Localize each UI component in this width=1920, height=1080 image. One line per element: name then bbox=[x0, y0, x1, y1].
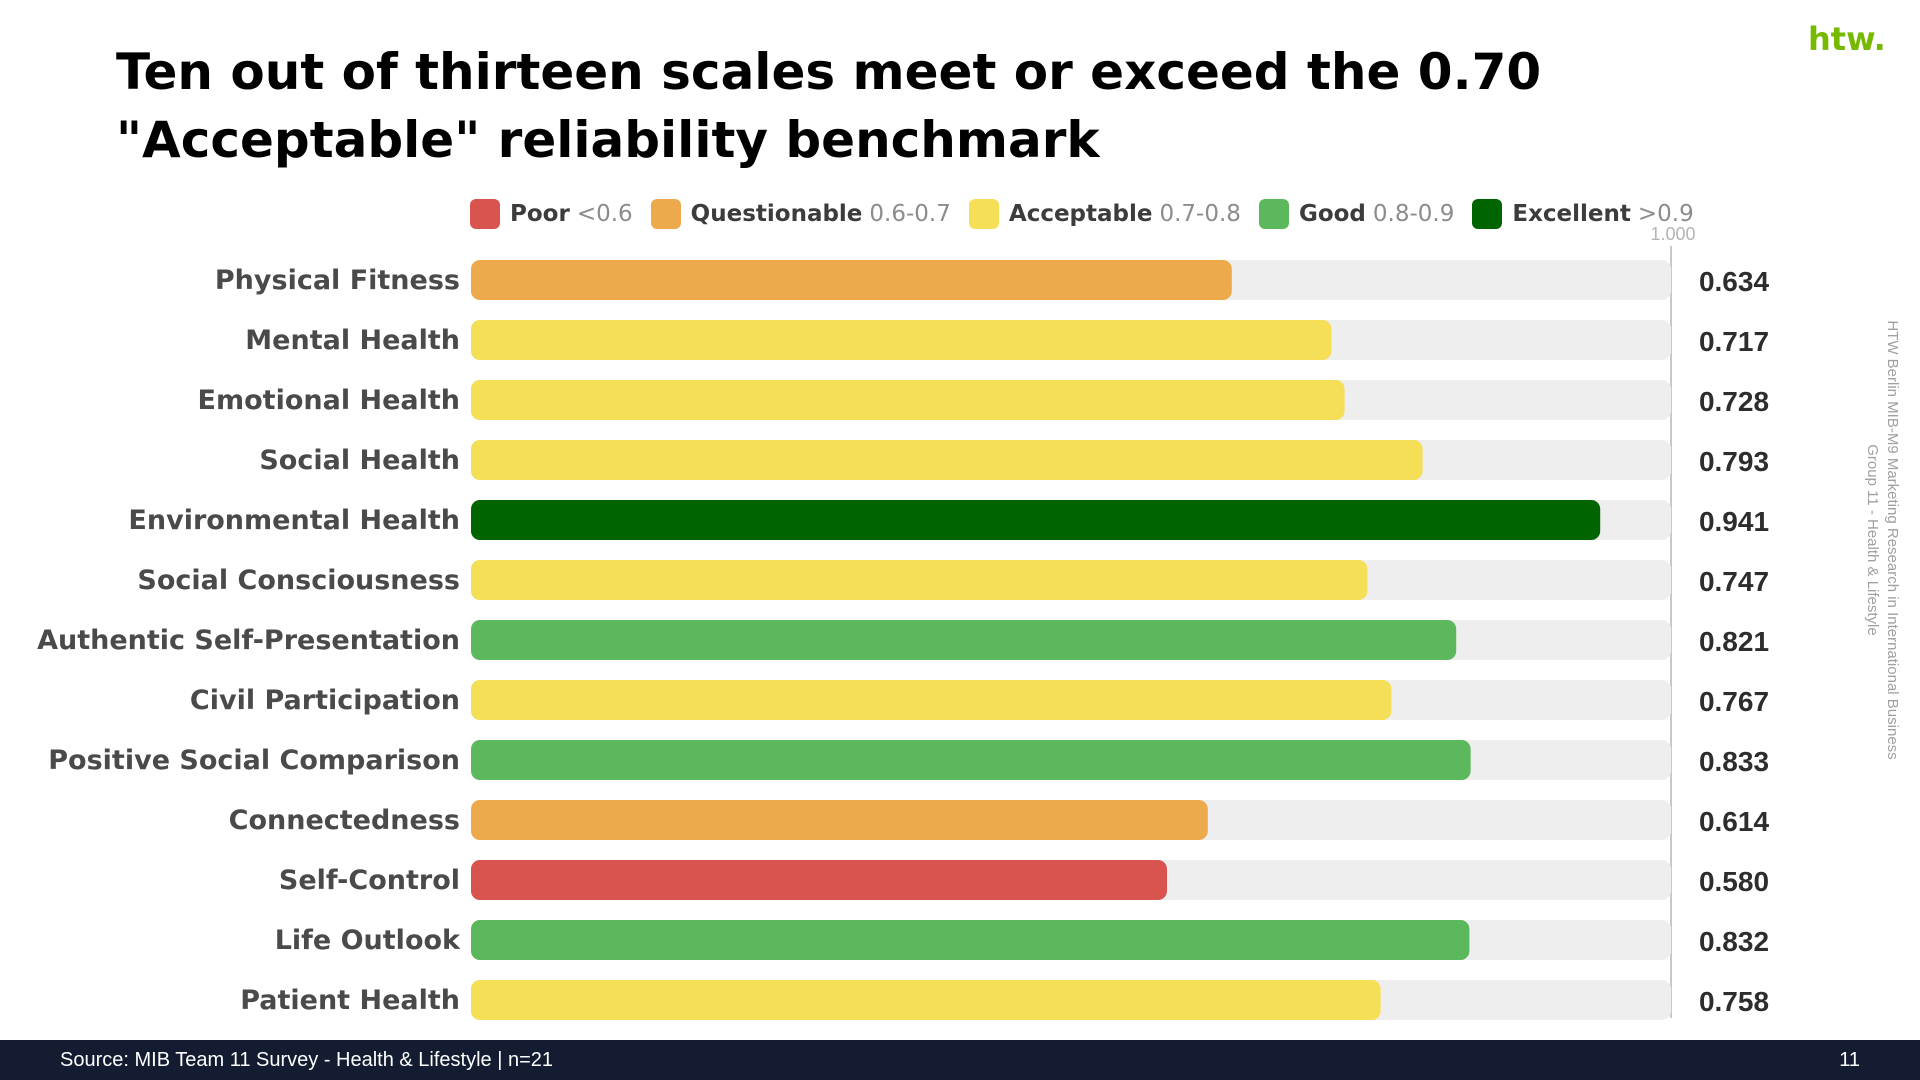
value-label: 0.717 bbox=[1699, 326, 1769, 357]
bar bbox=[471, 500, 1601, 540]
category-label: Patient Health bbox=[240, 985, 460, 1016]
value-label: 0.580 bbox=[1699, 866, 1769, 897]
value-label: 0.614 bbox=[1699, 806, 1769, 837]
legend-range: >0.9 bbox=[1637, 201, 1694, 227]
legend-label: Excellent bbox=[1512, 201, 1631, 227]
value-label: 0.767 bbox=[1699, 686, 1769, 717]
reliability-bar-chart: 1.000 Physical Fitness 0.634 Mental Health 0… bbox=[37, 224, 1769, 1020]
side-note-line2: Group 11 - Health & Lifestyle bbox=[1864, 444, 1881, 636]
bar bbox=[471, 680, 1392, 720]
legend-label: Poor bbox=[510, 201, 570, 227]
category-label: Positive Social Comparison bbox=[48, 745, 460, 776]
value-label: 0.634 bbox=[1699, 266, 1769, 297]
category-label: Life Outlook bbox=[275, 925, 461, 956]
category-label: Physical Fitness bbox=[215, 265, 460, 296]
axis-max-label: 1.000 bbox=[1650, 224, 1695, 244]
htw-logo: htw. bbox=[1808, 20, 1886, 56]
footer-source: Source: MIB Team 11 Survey - Health & Li… bbox=[60, 1049, 554, 1071]
value-label: 0.747 bbox=[1699, 566, 1769, 597]
slide-title: Ten out of thirteen scales meet or excee… bbox=[116, 43, 1542, 169]
value-label: 0.758 bbox=[1699, 986, 1769, 1017]
legend-label: Good bbox=[1298, 201, 1366, 227]
side-note: HTW Berlin MIB-M9 Marketing Research in … bbox=[1862, 320, 1902, 759]
legend-range: <0.6 bbox=[576, 201, 633, 227]
category-label: Civil Participation bbox=[190, 685, 460, 716]
legend-swatch-acceptable bbox=[968, 199, 999, 229]
legend-item-excellent: Excellent >0.9 bbox=[1472, 199, 1694, 229]
legend-item-poor: Poor <0.6 bbox=[470, 199, 633, 229]
category-label: Emotional Health bbox=[198, 385, 460, 416]
legend-label: Acceptable bbox=[1008, 201, 1153, 227]
bar bbox=[471, 740, 1471, 780]
bar bbox=[471, 260, 1232, 300]
category-label: Environmental Health bbox=[128, 505, 460, 536]
category-label: Self-Control bbox=[279, 865, 460, 896]
value-label: 0.833 bbox=[1699, 746, 1769, 777]
legend-item-acceptable: Acceptable 0.7-0.8 bbox=[968, 199, 1241, 229]
legend-item-questionable: Questionable 0.6-0.7 bbox=[650, 199, 951, 229]
legend-item-good: Good 0.8-0.9 bbox=[1258, 199, 1455, 229]
bar bbox=[471, 620, 1457, 660]
legend-swatch-questionable bbox=[650, 199, 681, 229]
bar bbox=[471, 560, 1368, 600]
value-label: 0.821 bbox=[1699, 626, 1769, 657]
legend-label: Questionable bbox=[690, 201, 863, 227]
bar bbox=[471, 980, 1381, 1020]
value-label: 0.728 bbox=[1699, 386, 1769, 417]
bar bbox=[471, 860, 1167, 900]
legend-swatch-excellent bbox=[1472, 199, 1503, 229]
category-label: Social Health bbox=[259, 445, 460, 476]
legend-swatch-poor bbox=[470, 199, 500, 229]
page-number: 11 bbox=[1839, 1049, 1860, 1071]
category-label: Connectedness bbox=[229, 805, 460, 836]
bar bbox=[471, 320, 1332, 360]
legend-range: 0.7-0.8 bbox=[1159, 201, 1241, 227]
category-label: Social Consciousness bbox=[137, 565, 460, 596]
category-label: Mental Health bbox=[245, 325, 460, 356]
value-label: 0.832 bbox=[1699, 926, 1769, 957]
bar bbox=[471, 380, 1345, 420]
htw-logo-text: htw. bbox=[1808, 20, 1886, 56]
bar bbox=[471, 800, 1208, 840]
value-label: 0.793 bbox=[1699, 446, 1769, 477]
bar bbox=[471, 440, 1423, 480]
side-note-line1: HTW Berlin MIB-M9 Marketing Research in … bbox=[1884, 320, 1901, 760]
chart-legend: Poor <0.6 Questionable 0.6-0.7 Acceptabl… bbox=[470, 196, 1694, 232]
footer-bar: Source: MIB Team 11 Survey - Health & Li… bbox=[0, 1040, 1920, 1080]
value-label: 0.941 bbox=[1699, 506, 1769, 537]
legend-range: 0.6-0.7 bbox=[869, 201, 951, 227]
category-label: Authentic Self-Presentation bbox=[37, 625, 460, 656]
bar bbox=[471, 920, 1470, 960]
legend-swatch-good bbox=[1258, 199, 1289, 229]
legend-range: 0.8-0.9 bbox=[1372, 201, 1455, 227]
